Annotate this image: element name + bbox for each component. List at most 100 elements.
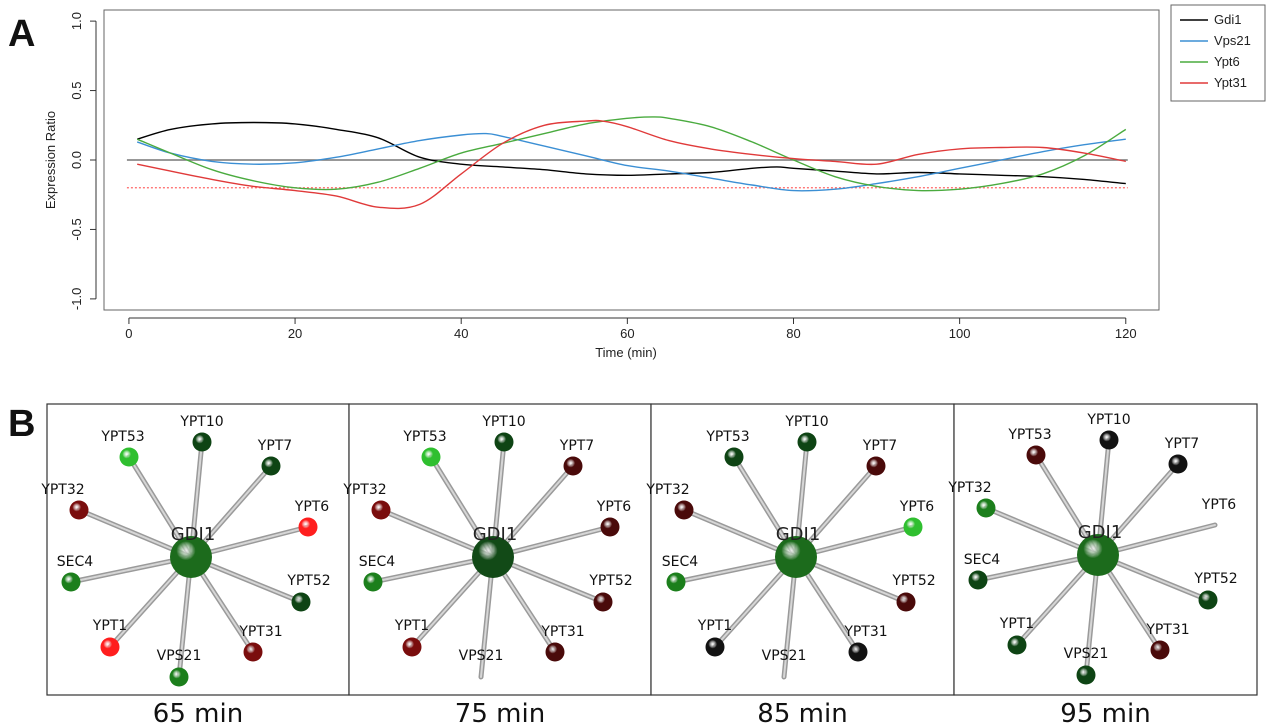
node-ypt10 bbox=[1099, 430, 1119, 450]
node-ypt52 bbox=[593, 592, 613, 612]
node-ypt10 bbox=[192, 432, 212, 452]
y-tick-label: 0.0 bbox=[69, 151, 84, 169]
node-label-ypt10: YPT10 bbox=[481, 414, 525, 430]
x-axis-label: Time (min) bbox=[595, 345, 657, 360]
x-tick-label: 20 bbox=[288, 326, 302, 341]
legend-box bbox=[1170, 4, 1266, 102]
node-sec4 bbox=[61, 572, 81, 592]
hub-label: GDI1 bbox=[473, 524, 518, 545]
node-label-vps21: VPS21 bbox=[762, 648, 807, 664]
hub-label: GDI1 bbox=[776, 524, 821, 545]
node-label-ypt32: YPT32 bbox=[645, 482, 689, 498]
node-ypt53 bbox=[119, 447, 139, 467]
node-sec4 bbox=[363, 572, 383, 592]
network-frame-1: YPT10 YPT53 YPT7 YPT32 YPT6 SEC4 YPT52 YPT1 YPT3… bbox=[40, 403, 350, 696]
node-label-sec4: SEC4 bbox=[964, 552, 1001, 568]
node-ypt31 bbox=[243, 642, 263, 662]
node-label-sec4: SEC4 bbox=[57, 554, 94, 570]
node-label-ypt7: YPT7 bbox=[559, 438, 594, 454]
node-label-ypt10: YPT10 bbox=[784, 414, 828, 430]
node-ypt32 bbox=[674, 500, 694, 520]
hub-label: GDI1 bbox=[171, 524, 216, 545]
node-label-ypt10: YPT10 bbox=[1086, 412, 1130, 428]
x-axis: 0 20 40 60 80 100 120 bbox=[125, 317, 1137, 341]
node-sec4 bbox=[666, 572, 686, 592]
hub-node bbox=[775, 536, 817, 578]
x-tick-label: 100 bbox=[949, 326, 971, 341]
node-label-ypt1: YPT1 bbox=[697, 618, 732, 634]
node-label-ypt52: YPT52 bbox=[1193, 571, 1237, 587]
reference-lines bbox=[126, 159, 1128, 189]
node-label-ypt52: YPT52 bbox=[588, 573, 632, 589]
x-tick-label: 40 bbox=[454, 326, 468, 341]
node-ypt52 bbox=[1198, 590, 1218, 610]
node-label-vps21: VPS21 bbox=[1064, 646, 1109, 662]
node-label-ypt1: YPT1 bbox=[999, 616, 1034, 632]
node-label-ypt7: YPT7 bbox=[257, 438, 292, 454]
node-ypt53 bbox=[1026, 445, 1046, 465]
node-label-ypt7: YPT7 bbox=[862, 438, 897, 454]
time-label: 95 min bbox=[1060, 699, 1150, 727]
node-label-ypt1: YPT1 bbox=[394, 618, 429, 634]
network-frame-4: YPT10 YPT53 YPT7 YPT32 YPT6 SEC4 YPT52 YPT1 YPT3… bbox=[947, 403, 1258, 696]
node-ypt53 bbox=[421, 447, 441, 467]
node-vps21 bbox=[1076, 665, 1096, 685]
node-ypt10 bbox=[494, 432, 514, 452]
node-label-ypt52: YPT52 bbox=[286, 573, 330, 589]
node-ypt32 bbox=[69, 500, 89, 520]
node-label-ypt31: YPT31 bbox=[540, 624, 584, 640]
node-label-ypt53: YPT53 bbox=[100, 429, 144, 445]
node-sec4 bbox=[968, 570, 988, 590]
time-label: 85 min bbox=[757, 699, 847, 727]
x-tick-label: 60 bbox=[620, 326, 634, 341]
node-label-ypt6: YPT6 bbox=[294, 499, 330, 515]
time-label: 75 min bbox=[455, 699, 545, 727]
node-label-vps21: VPS21 bbox=[459, 648, 504, 664]
panel-a-letter: A bbox=[8, 13, 35, 55]
node-label-sec4: SEC4 bbox=[662, 554, 699, 570]
node-label-ypt7: YPT7 bbox=[1164, 436, 1199, 452]
y-axis-label: Expression Ratio bbox=[43, 111, 58, 209]
node-ypt7 bbox=[1168, 454, 1188, 474]
node-ypt10 bbox=[797, 432, 817, 452]
x-tick-label: 120 bbox=[1115, 326, 1137, 341]
node-ypt7 bbox=[563, 456, 583, 476]
series-group bbox=[136, 116, 1127, 210]
node-label-ypt53: YPT53 bbox=[402, 429, 446, 445]
x-tick-label: 80 bbox=[786, 326, 800, 341]
node-label-ypt32: YPT32 bbox=[947, 480, 991, 496]
node-ypt52 bbox=[291, 592, 311, 612]
y-axis: -1.0 -0.5 0.0 0.5 1.0 bbox=[69, 12, 97, 310]
hub-node bbox=[1077, 534, 1119, 576]
node-ypt32 bbox=[371, 500, 391, 520]
time-label: 65 min bbox=[153, 699, 243, 727]
plot-frame bbox=[103, 9, 1160, 311]
node-label-ypt6: YPT6 bbox=[596, 499, 632, 515]
hub-node bbox=[472, 536, 514, 578]
legend: Gdi1 Vps21 Ypt6 Ypt31 bbox=[1170, 4, 1266, 102]
legend-label-ypt31: Ypt31 bbox=[1214, 75, 1247, 90]
node-label-ypt6: YPT6 bbox=[899, 499, 935, 515]
legend-label-gdi1: Gdi1 bbox=[1214, 12, 1241, 27]
node-ypt7 bbox=[261, 456, 281, 476]
node-vps21 bbox=[169, 667, 189, 687]
x-tick-label: 0 bbox=[125, 326, 132, 341]
panel-b-letter: B bbox=[8, 403, 35, 445]
node-ypt1 bbox=[1007, 635, 1027, 655]
node-ypt31 bbox=[1150, 640, 1170, 660]
node-ypt1 bbox=[100, 637, 120, 657]
node-label-ypt52: YPT52 bbox=[891, 573, 935, 589]
line-chart: 0 20 40 60 80 100 120 -1.0 -0.5 0.0 0.5 1.0 Time (… bbox=[43, 9, 1160, 360]
node-ypt6 bbox=[903, 517, 923, 537]
node-label-ypt53: YPT53 bbox=[705, 429, 749, 445]
hub-label: GDI1 bbox=[1078, 522, 1123, 543]
y-tick-label: 1.0 bbox=[69, 12, 84, 30]
node-ypt6 bbox=[298, 517, 318, 537]
node-label-sec4: SEC4 bbox=[359, 554, 396, 570]
series-line-vps21 bbox=[136, 132, 1126, 192]
node-ypt7 bbox=[866, 456, 886, 476]
network-panels: YPT10 YPT53 YPT7 YPT32 YPT6 SEC4 YPT52 YPT1 YPT3… bbox=[40, 403, 1258, 727]
y-tick-label: -1.0 bbox=[69, 288, 84, 310]
node-label-ypt53: YPT53 bbox=[1007, 427, 1051, 443]
